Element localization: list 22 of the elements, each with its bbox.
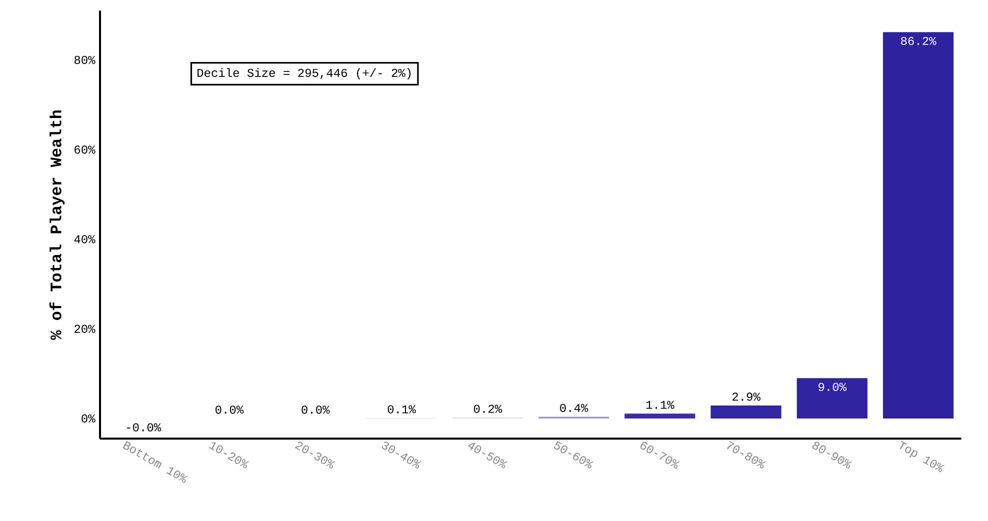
bar xyxy=(796,378,868,418)
data-label: 0.1% xyxy=(388,405,416,414)
data-label: 9.0% xyxy=(818,382,847,391)
annotation: Decile Size = 295,446 (+/- 2%) xyxy=(198,68,411,80)
bar xyxy=(710,405,782,418)
y-tick-label: 40% xyxy=(74,235,96,244)
x-tick-label: Top 10% xyxy=(900,440,944,472)
data-label: -0.0% xyxy=(127,423,162,432)
data-label: 0.2% xyxy=(474,404,502,413)
data-label: 0.4% xyxy=(560,404,588,412)
data-label: 0.0% xyxy=(302,405,330,414)
y-tick-label: 60% xyxy=(74,145,96,154)
data-label: 1.1% xyxy=(646,400,674,409)
data-label: 0.0% xyxy=(216,405,244,414)
y-tick-label: 80% xyxy=(74,56,96,64)
y-tick-label: 20% xyxy=(74,324,96,333)
data-label: 86.2% xyxy=(901,36,936,45)
y-axis-title: % of Total Player Wealth xyxy=(49,110,65,340)
y-tick-label: 0% xyxy=(82,414,96,422)
bar xyxy=(624,413,696,418)
bar xyxy=(882,32,954,418)
data-label: 2.9% xyxy=(732,392,760,401)
